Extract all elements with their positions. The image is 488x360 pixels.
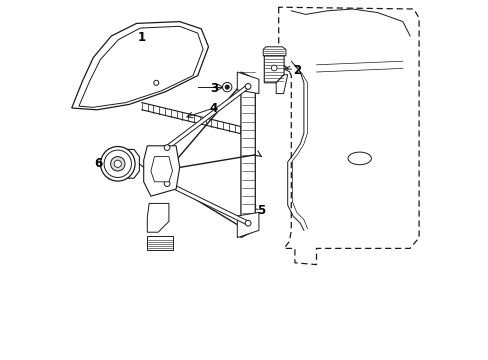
Polygon shape <box>264 56 284 83</box>
Polygon shape <box>237 72 258 94</box>
Polygon shape <box>263 47 285 56</box>
Polygon shape <box>79 26 203 107</box>
Polygon shape <box>241 72 255 238</box>
Text: 3: 3 <box>209 82 218 95</box>
Polygon shape <box>72 22 208 110</box>
Circle shape <box>110 157 125 171</box>
Circle shape <box>164 181 170 186</box>
Polygon shape <box>276 75 287 94</box>
Circle shape <box>104 150 131 177</box>
Ellipse shape <box>347 152 371 165</box>
Circle shape <box>244 84 250 89</box>
Polygon shape <box>143 146 179 196</box>
Polygon shape <box>165 148 168 184</box>
Text: 1: 1 <box>138 31 145 44</box>
Circle shape <box>153 80 159 85</box>
Polygon shape <box>147 203 168 232</box>
Polygon shape <box>107 149 139 178</box>
Circle shape <box>271 65 277 71</box>
Text: 2: 2 <box>292 64 300 77</box>
Circle shape <box>101 147 135 181</box>
Polygon shape <box>237 212 258 238</box>
Circle shape <box>164 145 170 150</box>
Text: 4: 4 <box>209 102 218 114</box>
Circle shape <box>114 160 121 167</box>
Polygon shape <box>165 85 249 149</box>
Polygon shape <box>151 157 172 182</box>
Circle shape <box>244 220 250 226</box>
Polygon shape <box>166 182 248 225</box>
Circle shape <box>222 82 231 92</box>
FancyBboxPatch shape <box>147 236 172 250</box>
Text: 6: 6 <box>94 157 102 170</box>
Text: 5: 5 <box>256 204 264 217</box>
Circle shape <box>224 85 229 89</box>
